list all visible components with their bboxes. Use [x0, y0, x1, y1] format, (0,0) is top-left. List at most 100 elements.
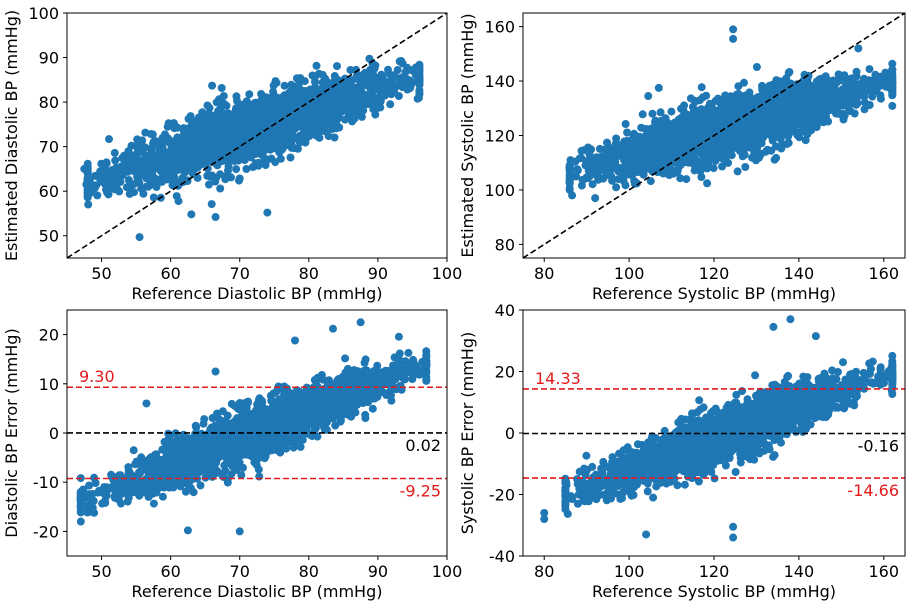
x-axis-label: Reference Systolic BP (mmHg) [592, 284, 836, 303]
data-point [755, 153, 764, 162]
data-point [146, 130, 155, 138]
data-point [674, 164, 683, 173]
data-point [752, 132, 761, 141]
data-point [111, 156, 120, 165]
data-point [124, 167, 132, 176]
data-point [253, 145, 262, 154]
data-point [737, 112, 746, 121]
data-point [794, 96, 803, 105]
data-point [212, 98, 221, 107]
data-point [686, 94, 695, 103]
data-point [164, 119, 173, 128]
x-tick-label: 140 [784, 264, 815, 283]
reference-lines [67, 13, 447, 258]
data-point [757, 95, 766, 104]
data-point [579, 175, 588, 184]
data-point [790, 110, 799, 119]
data-point [600, 145, 609, 154]
data-point [335, 90, 344, 98]
data-point [584, 143, 593, 152]
data-point [400, 82, 409, 91]
data-point [287, 80, 296, 89]
data-point [241, 151, 250, 160]
x-tick-label: 50 [91, 264, 111, 283]
data-point [282, 107, 291, 116]
data-point [629, 160, 638, 169]
data-point [667, 107, 676, 116]
data-point [271, 143, 280, 152]
data-point [149, 139, 157, 148]
data-point [172, 160, 181, 169]
data-point [612, 183, 621, 192]
data-point [808, 105, 817, 114]
data-point [749, 114, 758, 123]
data-point [278, 145, 287, 154]
data-point [162, 137, 171, 146]
data-point [740, 78, 748, 87]
data-point [798, 106, 807, 115]
data-point [288, 103, 297, 112]
data-point [205, 103, 214, 112]
y-tick-label: 60 [39, 182, 59, 201]
data-point [325, 97, 334, 106]
data-point [767, 86, 776, 95]
data-point [103, 170, 112, 179]
x-tick-label: 60 [160, 264, 180, 283]
outlier-point [82, 180, 91, 189]
outlier-point [729, 34, 738, 43]
data-point [195, 147, 204, 156]
data-point [214, 136, 223, 145]
data-point [734, 89, 743, 98]
data-point [637, 123, 646, 132]
data-point [696, 167, 705, 176]
y-axis-label: Estimated Diastolic BP (mmHg) [2, 10, 21, 261]
data-point [84, 200, 93, 209]
data-point [323, 116, 332, 125]
data-point [138, 136, 147, 145]
outlier-point [263, 208, 272, 217]
data-point [313, 102, 322, 111]
data-point [296, 133, 305, 142]
data-point [868, 92, 877, 101]
data-point [865, 101, 874, 109]
data-point [305, 102, 314, 110]
data-point [772, 130, 781, 139]
data-point [158, 157, 167, 166]
data-point [133, 174, 142, 183]
data-point [252, 135, 261, 144]
data-point [744, 103, 753, 112]
data-point [718, 133, 727, 142]
data-point [626, 147, 635, 156]
data-point [775, 85, 784, 94]
data-point [123, 497, 132, 506]
data-point [312, 85, 321, 93]
data-point [650, 137, 659, 146]
data-point [701, 147, 710, 156]
data-point [603, 170, 612, 179]
y-tick-label: 80 [39, 93, 59, 112]
data-point [403, 64, 412, 73]
data-point [595, 167, 604, 176]
data-point [676, 174, 685, 183]
data-point [620, 137, 629, 146]
data-point [802, 92, 811, 101]
data-point [603, 138, 611, 147]
data-point [377, 70, 386, 79]
data-point [393, 66, 402, 74]
data-point [324, 132, 333, 141]
data-point [614, 140, 623, 149]
data-point [242, 165, 251, 173]
data-point [260, 145, 269, 154]
data-point [847, 80, 856, 89]
data-point [162, 165, 171, 174]
data-point [171, 151, 180, 160]
y-tick-label: 120 [484, 127, 515, 146]
data-point [308, 125, 317, 133]
data-point [238, 100, 247, 109]
data-point [102, 159, 111, 168]
data-point [798, 79, 807, 88]
data-point [778, 78, 787, 86]
data-point [103, 188, 112, 197]
